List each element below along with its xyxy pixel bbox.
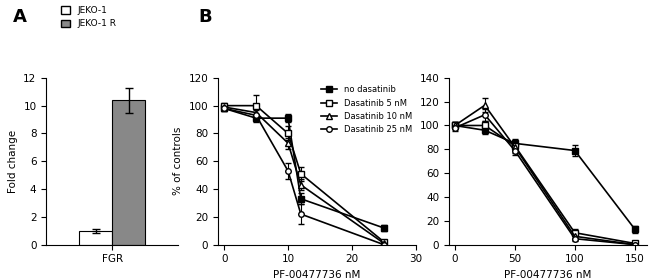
Bar: [79, 231, 112, 245]
X-axis label: PF-00477736 nM: PF-00477736 nM: [504, 270, 591, 278]
Text: A: A: [13, 8, 27, 26]
Bar: [112, 100, 145, 245]
Legend: no dasatinib, Dasatinib 5 nM, Dasatinib 10 nM, Dasatinib 25 nM: no dasatinib, Dasatinib 5 nM, Dasatinib …: [317, 82, 416, 137]
Text: B: B: [198, 8, 212, 26]
Y-axis label: Fold change: Fold change: [8, 130, 18, 193]
Y-axis label: % of controls: % of controls: [173, 127, 183, 195]
Legend: JEKO-1, JEKO-1 R: JEKO-1, JEKO-1 R: [57, 2, 119, 32]
X-axis label: PF-00477736 nM: PF-00477736 nM: [273, 270, 360, 278]
